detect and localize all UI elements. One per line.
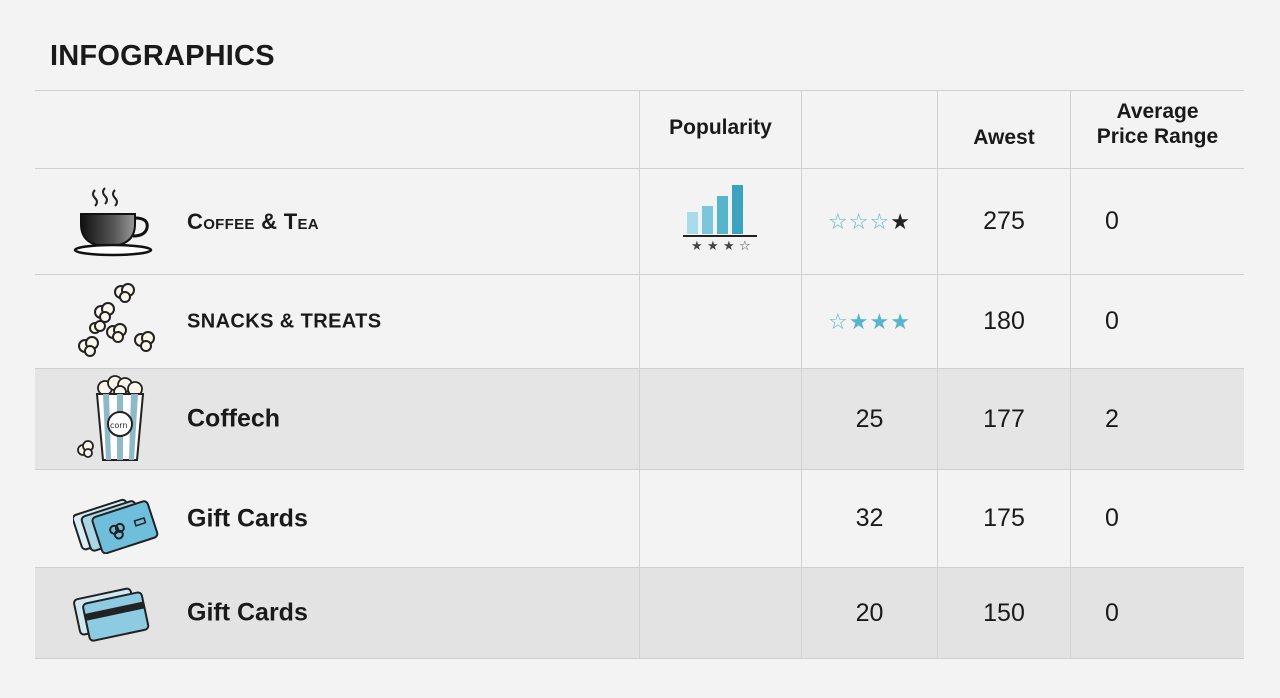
category-label: Gift Cards [187,504,308,532]
header-popularity: Popularity [639,91,801,168]
table-row: Gift Cards 32 175 0 [35,470,1244,568]
popularity-cell: ★ ★ ★ ☆ [639,169,801,274]
awest-cell: 180 [937,275,1070,368]
header-category [35,91,639,168]
gift-cards-icon [73,470,163,567]
bar-chart-icon: ★ ★ ★ ☆ [681,182,761,261]
rating-cell: ☆☆☆★ [801,169,937,274]
category-cell: SNACKS & TREATS [35,275,639,368]
popularity-cell [639,369,801,469]
category-cell: Gift Cards [35,470,639,567]
popularity-cell [639,275,801,368]
avg-price-cell: 2 [1070,369,1244,469]
svg-text:★: ★ [707,239,719,254]
awest-cell: 175 [937,470,1070,567]
avg-price-cell: 0 [1070,470,1244,567]
table-row: corn Coffech 25 177 2 [35,369,1244,470]
category-label: Coffech [187,404,281,433]
infographic-table: Popularity Awest Average Price Range [35,90,1244,659]
col3-cell: 32 [801,470,937,567]
awest-cell: 177 [937,369,1070,469]
svg-text:★: ★ [723,239,735,254]
col3-cell: 25 [801,369,937,469]
header-awest: Awest [937,91,1070,168]
category-cell: corn Coffech [35,369,639,469]
category-cell: Gift Cards [35,568,639,658]
rating-stars: ☆☆☆★ [828,208,911,234]
col3-cell: 20 [801,568,937,658]
page-title: INFOGRAPHICS [50,40,275,72]
category-label: SNACKS & TREATS [187,310,382,332]
table-row: Coffee & Tea ★ ★ ★ ☆ ☆☆☆★ [35,169,1244,275]
svg-text:☆: ☆ [739,239,751,254]
awest-cell: 275 [937,169,1070,274]
awest-cell: 150 [937,568,1070,658]
coffee-cup-icon [73,169,163,274]
svg-text:★: ★ [691,239,703,254]
popularity-cell [639,470,801,567]
table-row: SNACKS & TREATS ☆★★★ 180 0 [35,275,1244,369]
credit-cards-icon [73,568,163,658]
avg-price-cell: 0 [1070,275,1244,368]
rating-stars: ☆★★★ [828,308,911,334]
svg-text:corn: corn [110,421,128,430]
header-average-price-range: Average Price Range [1070,91,1244,168]
category-cell: Coffee & Tea [35,169,639,274]
popcorn-bucket-icon: corn [73,369,163,469]
popularity-cell [639,568,801,658]
table-row: Gift Cards 20 150 0 [35,568,1244,659]
popcorn-pieces-icon [73,275,163,368]
category-label: Coffee & Tea [187,208,319,234]
avg-price-cell: 0 [1070,169,1244,274]
category-label: Gift Cards [187,598,308,627]
table-header-row: Popularity Awest Average Price Range [35,91,1244,169]
rating-cell: ☆★★★ [801,275,937,368]
avg-price-cell: 0 [1070,568,1244,658]
header-col3 [801,91,937,168]
